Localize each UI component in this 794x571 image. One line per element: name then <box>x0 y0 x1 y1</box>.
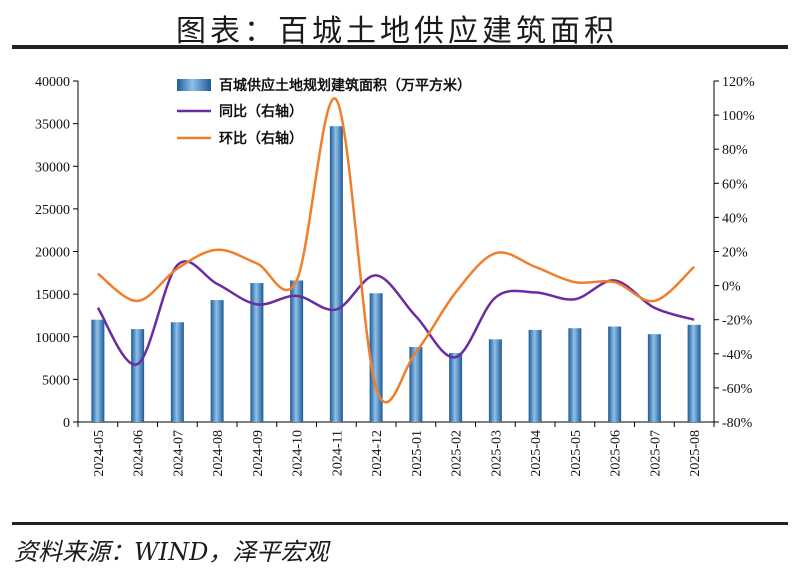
x-tick-label: 2025-05 <box>569 430 584 477</box>
bar <box>409 346 423 422</box>
x-tick-label: 2025-08 <box>688 430 703 477</box>
line-series <box>96 97 695 404</box>
bar <box>91 319 105 422</box>
y2-tick-label: 0% <box>722 280 741 295</box>
y2-tick-label: 80% <box>722 143 748 158</box>
y2-tick-label: 120% <box>722 75 755 90</box>
bar <box>250 283 264 422</box>
source-note: 资料来源：WIND，泽平宏观 <box>14 538 329 566</box>
x-tick-label: 2025-04 <box>529 430 544 477</box>
mom-line <box>97 97 695 404</box>
legend-swatch-bar <box>177 79 211 91</box>
axes: 0 5000 10000 15000 20000 25000 30000 35000 40000… <box>35 75 755 477</box>
y-tick-label: 5000 <box>42 373 70 388</box>
x-tick-label: 2025-07 <box>648 430 663 477</box>
footer-rule <box>12 522 788 525</box>
legend-label: 百城供应土地规划建筑面积（万平方米） <box>219 77 471 94</box>
y-tick-label: 40000 <box>35 75 70 90</box>
y-tick-label: 25000 <box>35 203 70 218</box>
y2-tick-label: 40% <box>722 211 748 226</box>
yoy-line <box>96 260 695 366</box>
bar <box>329 126 343 423</box>
x-tick-label: 2024-12 <box>370 430 385 477</box>
bar <box>369 293 383 422</box>
bar-series <box>91 126 701 423</box>
chart: 0 5000 10000 15000 20000 25000 30000 35000 40000… <box>35 75 755 477</box>
y-tick-label: 10000 <box>35 331 70 346</box>
bar <box>687 324 701 422</box>
y-tick-label: 20000 <box>35 246 70 261</box>
y2-tick-label: -80% <box>722 416 753 431</box>
x-tick-label: 2025-02 <box>450 430 465 477</box>
x-tick-label: 2024-11 <box>330 430 345 476</box>
bar <box>449 352 463 422</box>
y2-tick-label: -40% <box>722 348 753 363</box>
title-rule <box>12 45 788 49</box>
x-tick-label: 2024-09 <box>251 430 266 477</box>
bar <box>131 329 145 422</box>
y-tick-label: 0 <box>63 416 70 431</box>
page-title: 图表：百城土地供应建筑面积 <box>176 14 618 49</box>
bar <box>608 326 622 422</box>
x-tick-label: 2024-10 <box>291 430 306 477</box>
bar <box>568 328 582 422</box>
x-tick-label: 2024-07 <box>171 430 186 477</box>
x-tick-label: 2024-08 <box>211 430 226 477</box>
x-tick-label: 2024-05 <box>92 430 107 477</box>
x-tick-label: 2025-01 <box>410 430 425 477</box>
y-tick-label: 35000 <box>35 118 70 133</box>
x-tick-label: 2025-03 <box>489 430 504 477</box>
x-tick-label: 2024-06 <box>132 430 147 477</box>
y-tick-label: 30000 <box>35 160 70 175</box>
y2-tick-label: 20% <box>722 246 748 261</box>
y-tick-label: 15000 <box>35 288 70 303</box>
bar <box>647 334 661 422</box>
bar <box>210 300 224 422</box>
bar <box>290 280 304 422</box>
legend-label: 同比（右轴） <box>219 103 303 120</box>
x-tick-label: 2025-06 <box>609 430 624 477</box>
legend-label: 环比（右轴） <box>219 130 303 147</box>
bar <box>528 329 542 422</box>
legend: 百城供应土地规划建筑面积（万平方米） 同比（右轴） 环比（右轴） <box>177 77 471 147</box>
bar <box>170 322 184 422</box>
y2-tick-label: -60% <box>722 382 753 397</box>
bar <box>488 339 502 422</box>
y2-tick-label: 60% <box>722 177 748 192</box>
y2-tick-label: -20% <box>722 314 753 329</box>
y2-tick-label: 100% <box>722 109 755 124</box>
